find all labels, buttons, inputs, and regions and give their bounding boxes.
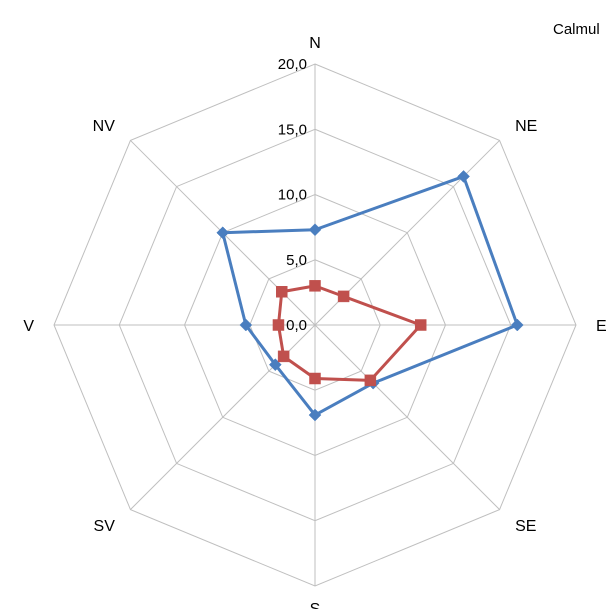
data-point [239,318,253,332]
data-point [309,372,321,385]
grid-spoke [314,324,500,510]
tick-label: 20,0 [278,56,307,73]
direction-label: E [596,318,607,335]
data-point [277,350,290,363]
direction-label: N [309,35,321,52]
data-point [414,319,427,331]
tick-label: 0,0 [286,317,307,334]
direction-label: SE [515,518,536,535]
data-point [216,226,230,240]
direction-label: V [23,318,34,335]
tick-label: 15,0 [278,121,307,138]
radar-labels: 0,0 5,0 10,0 15,0 20,0N NE E SE S SV V NV [23,35,606,609]
data-point [337,290,350,303]
tick-label: 5,0 [286,252,307,269]
data-point [276,286,288,298]
direction-label: S [310,601,321,609]
radar-series-group [216,170,524,422]
data-point [309,280,321,292]
data-point [457,170,470,183]
data-point [364,374,377,387]
data-point [510,318,524,332]
data-point [308,408,322,422]
direction-label: SV [94,518,116,535]
tick-label: 10,0 [278,187,307,204]
radar-grid [53,63,577,587]
data-point [272,319,285,331]
direction-label: NV [93,118,116,135]
direction-label: NE [515,118,537,135]
corner-label: Calmul [553,21,600,38]
data-point [308,223,322,237]
